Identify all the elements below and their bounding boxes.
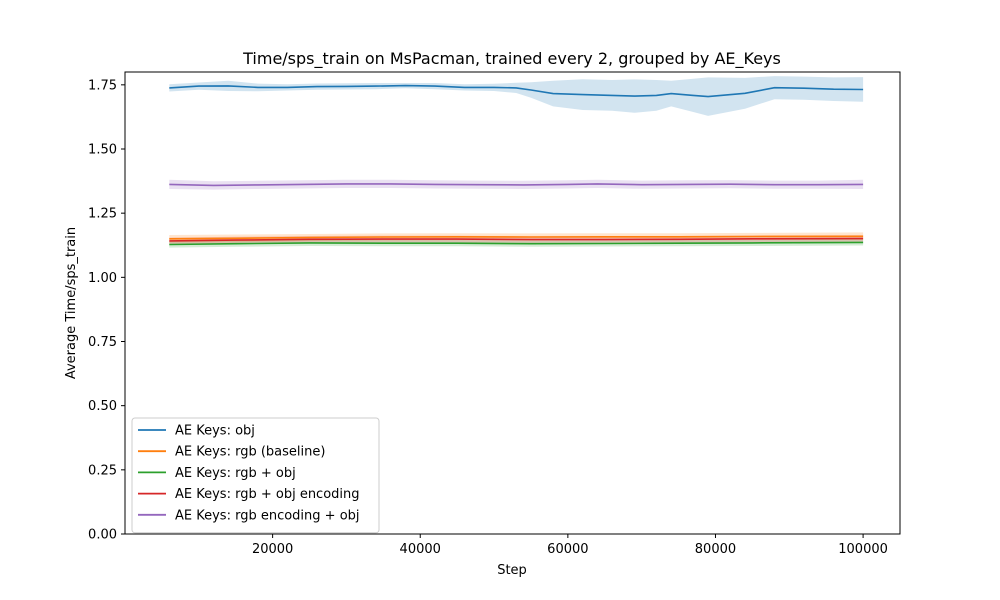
y-axis-label: Average Time/sps_train (64, 227, 79, 379)
legend-label-0: AE Keys: obj (175, 424, 255, 439)
legend: AE Keys: obj AE Keys: rgb (baseline) AE Ke… (131, 417, 380, 534)
x-axis-label: Step (497, 563, 527, 578)
x-tick-label-0: 20000 (252, 542, 293, 557)
y-tick-label-6: 1.50 (88, 143, 117, 158)
plot-frame (124, 71, 901, 535)
series-line-3 (169, 237, 864, 242)
legend-label-2: AE Keys: rgb + obj (175, 466, 296, 481)
x-tick-label-1: 40000 (400, 542, 441, 557)
series-line-0 (169, 84, 864, 98)
y-tick-label-0: 0.00 (88, 528, 117, 543)
y-tick-label-2: 0.50 (88, 399, 117, 414)
y-tick-label-4: 1.00 (88, 271, 117, 286)
legend-label-1: AE Keys: rgb (baseline) (175, 445, 325, 460)
legend-label-3: AE Keys: rgb + obj encoding (175, 487, 360, 502)
y-tick-label-3: 0.75 (88, 335, 117, 350)
series-lines (169, 84, 864, 246)
series-line-1 (169, 235, 864, 240)
series-line-2 (169, 241, 864, 246)
x-axis: 20000 40000 60000 80000 100000 (252, 534, 888, 557)
y-tick-label-1: 0.25 (88, 463, 117, 478)
series-line-4 (169, 183, 864, 187)
y-tick-label-7: 1.75 (88, 78, 117, 93)
confidence-bands (169, 76, 864, 248)
series-band-0 (169, 76, 864, 116)
chart-title: Time/sps_train on MsPacman, trained ever… (242, 49, 781, 69)
y-tick-label-5: 1.25 (88, 207, 117, 222)
x-tick-label-3: 80000 (695, 542, 736, 557)
x-tick-label-2: 60000 (547, 542, 588, 557)
y-axis: 0.00 0.25 0.50 0.75 1.00 1.25 1.50 1.75 (88, 78, 125, 543)
legend-label-4: AE Keys: rgb encoding + obj (175, 508, 360, 523)
legend-box (131, 417, 380, 534)
x-tick-label-4: 100000 (838, 542, 888, 557)
